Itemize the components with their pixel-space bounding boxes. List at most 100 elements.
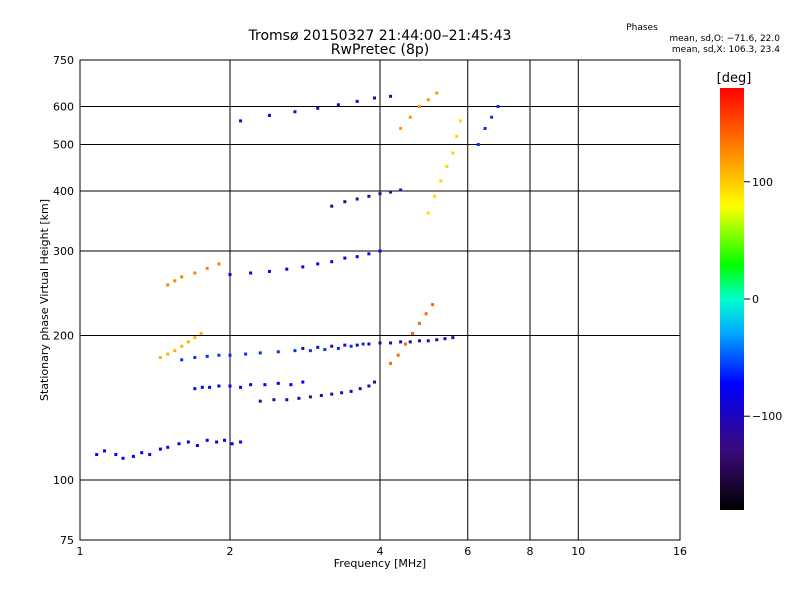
data-point (208, 385, 212, 389)
data-point (239, 119, 243, 123)
data-point (373, 380, 377, 384)
data-point (228, 273, 232, 277)
data-point (408, 340, 412, 344)
data-point (258, 399, 262, 403)
data-point (205, 354, 209, 358)
data-point (323, 348, 327, 352)
data-point (131, 454, 135, 458)
data-point (343, 200, 347, 204)
y-tick-label: 75 (60, 534, 74, 547)
data-point (223, 438, 227, 442)
y-tick-label: 300 (53, 245, 74, 258)
data-point (330, 260, 334, 264)
y-tick-label: 750 (53, 54, 74, 67)
data-point (301, 380, 305, 384)
data-point (367, 384, 371, 388)
data-point (272, 398, 276, 402)
y-tick-label: 100 (53, 474, 74, 487)
data-point (355, 197, 359, 201)
data-point (276, 381, 280, 385)
data-point (408, 115, 412, 119)
data-point (267, 269, 271, 273)
data-point (435, 91, 439, 95)
data-point (166, 445, 170, 449)
data-point (433, 194, 437, 198)
data-point (435, 338, 439, 342)
data-point (349, 389, 353, 393)
y-tick-label: 400 (53, 185, 74, 198)
data-point (239, 440, 243, 444)
data-point (308, 395, 312, 399)
data-point (301, 346, 305, 350)
data-point (276, 350, 280, 354)
data-point (490, 115, 494, 119)
data-point (267, 113, 271, 117)
data-point (249, 271, 253, 275)
data-point (177, 442, 181, 446)
data-point (140, 451, 144, 455)
x-tick-label: 6 (464, 545, 471, 558)
data-point (496, 105, 500, 109)
data-point (166, 283, 170, 287)
data-point (399, 126, 403, 130)
data-point (361, 342, 365, 346)
data-points (95, 91, 500, 460)
data-point (417, 105, 421, 109)
data-point (186, 440, 190, 444)
data-point (180, 358, 184, 362)
data-point (297, 396, 301, 400)
y-axis-label: Stationary phase Virtual Height [km] (38, 199, 51, 401)
data-point (166, 352, 170, 356)
x-tick-label: 2 (227, 545, 234, 558)
data-point (308, 349, 312, 353)
data-point (293, 349, 297, 353)
data-point (195, 444, 199, 448)
x-axis-label: Frequency [MHz] (334, 557, 426, 570)
y-tick-label: 500 (53, 139, 74, 152)
data-point (399, 340, 403, 344)
data-point (355, 99, 359, 103)
data-point (378, 249, 382, 253)
data-point (426, 211, 430, 215)
y-axis-ticks: 75 100 200 300 400 500 600 750 (53, 54, 74, 547)
data-point (439, 179, 443, 183)
data-point (403, 342, 407, 346)
data-point (95, 453, 99, 457)
data-point (340, 391, 344, 395)
data-point (316, 262, 320, 266)
data-point (445, 164, 449, 168)
data-point (417, 321, 421, 325)
data-point (158, 447, 162, 451)
data-point (424, 312, 428, 316)
data-point (316, 345, 320, 349)
data-point (217, 262, 221, 266)
data-point (483, 126, 487, 130)
colorbar-label: [deg] (717, 71, 752, 86)
data-point (285, 267, 289, 271)
data-point (205, 438, 209, 442)
data-point (230, 442, 234, 446)
data-point (186, 340, 190, 344)
data-point (343, 256, 347, 260)
data-point (389, 361, 393, 365)
data-point (443, 337, 447, 341)
data-point (103, 449, 107, 453)
data-point (121, 456, 125, 460)
data-point (455, 134, 459, 138)
data-point (396, 353, 400, 357)
data-point (215, 440, 219, 444)
data-point (148, 453, 152, 457)
y-tick-label: 600 (53, 101, 74, 114)
colorbar-tick-label: 0 (752, 293, 759, 306)
data-point (458, 119, 462, 123)
stats-o: mean, sd,O: −71.6, 22.0 (669, 34, 780, 44)
data-point (355, 255, 359, 259)
data-point (293, 110, 297, 114)
data-point (316, 106, 320, 110)
data-point (200, 385, 204, 389)
data-point (389, 94, 393, 98)
data-point (319, 394, 323, 398)
data-point (378, 341, 382, 345)
data-point (244, 352, 248, 356)
